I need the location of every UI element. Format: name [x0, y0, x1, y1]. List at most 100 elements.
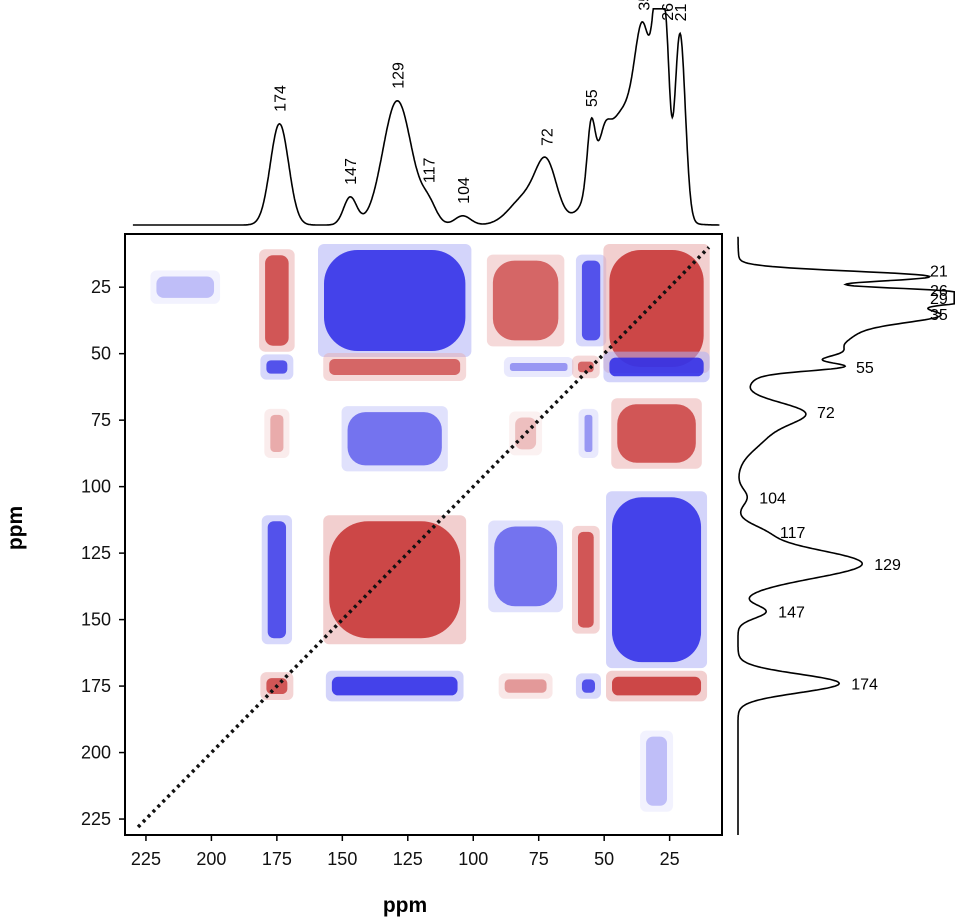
side-peak-label: 117: [780, 525, 806, 542]
side-peak-label: 21: [930, 264, 948, 281]
cross-peak-core: [331, 676, 458, 696]
y-tick-label: 100: [81, 477, 111, 497]
cross-peak: [318, 243, 472, 358]
x-tick-label: 125: [393, 849, 423, 869]
y-tick-label: 200: [81, 743, 111, 763]
cross-peak: [259, 249, 295, 352]
top-projection-peak-labels: 174147129117104725535292621: [273, 0, 691, 204]
y-tick-label: 25: [91, 277, 111, 297]
cross-peak-core: [494, 526, 558, 607]
cross-peak-outer-contour: [640, 730, 674, 812]
cross-peak-outer-contour: [503, 356, 574, 377]
top-peak-label: 21: [673, 3, 690, 21]
cross-peak: [150, 270, 221, 304]
x-axis: 225 200 175 150 125 100 75 50 25: [131, 835, 680, 869]
cross-peak-core: [270, 414, 284, 453]
top-peak-label: 174: [273, 85, 290, 112]
y-tick-label: 50: [91, 344, 111, 364]
cross-peak: [578, 408, 599, 459]
cross-peak: [323, 352, 467, 381]
top-peak-label: 147: [343, 158, 360, 185]
cross-peak-core: [509, 362, 568, 371]
top-peak-label: 117: [422, 157, 439, 183]
top-peak-label: 72: [540, 128, 557, 146]
cross-peak-core: [581, 679, 596, 693]
x-tick-label: 200: [196, 849, 226, 869]
top-peak-label: 104: [456, 177, 473, 204]
cross-peak-core: [646, 736, 668, 806]
y-tick-label: 75: [91, 410, 111, 430]
x-tick-label: 25: [660, 849, 680, 869]
cross-peak: [611, 398, 702, 469]
diagonal-reference-line: [136, 246, 711, 829]
x-tick-label: 150: [327, 849, 357, 869]
cross-peak-core: [329, 521, 461, 639]
side-peak-label: 26: [930, 283, 948, 300]
cross-peak-outer-contour: [509, 411, 543, 456]
y-tick-label: 175: [81, 676, 111, 696]
plot-frame: [124, 233, 723, 836]
cross-peak-core: [612, 497, 702, 663]
side-peak-label: 129: [874, 557, 901, 574]
side-projection-spectrum: [737, 236, 955, 835]
cross-peak: [509, 411, 543, 456]
cross-peak: [606, 491, 708, 669]
top-peak-label: 55: [584, 89, 601, 107]
cross-peak: [260, 354, 294, 380]
y-axis-title: ppm: [4, 506, 27, 550]
cross-peak-core: [609, 357, 704, 377]
x-tick-label: 225: [131, 849, 161, 869]
cross-peak: [575, 254, 607, 347]
x-tick-label: 75: [529, 849, 549, 869]
cross-peak: [603, 243, 710, 373]
side-peak-label: 147: [778, 605, 805, 622]
cross-peak: [571, 355, 600, 379]
x-tick-label: 100: [458, 849, 488, 869]
cross-peak-outer-contour: [264, 408, 290, 459]
cross-peak-core: [347, 412, 442, 466]
cross-peak: [488, 520, 564, 613]
cross-peak: [498, 673, 553, 699]
cross-peak-core: [265, 255, 289, 346]
cross-peak-outer-contour: [498, 673, 553, 699]
cross-peak: [341, 406, 448, 472]
cross-peak-outer-contour: [150, 270, 221, 304]
cross-peak-core: [515, 417, 537, 450]
cross-peak-outer-contour: [578, 408, 599, 459]
top-peak-label: 26: [660, 3, 677, 21]
cross-peak: [571, 525, 600, 634]
cross-peak-core: [324, 249, 466, 352]
side-peak-label: 29: [930, 291, 948, 308]
cross-peak-core: [577, 531, 594, 628]
cross-peak-core: [617, 404, 696, 463]
x-axis-title: ppm: [383, 894, 427, 917]
side-peak-label: 35: [930, 307, 948, 324]
cross-peak-layer: [150, 243, 710, 812]
cross-peak: [261, 515, 293, 645]
cross-peak: [575, 673, 602, 699]
top-peak-label: 35: [636, 0, 653, 11]
cross-peak: [606, 670, 708, 702]
top-peak-label: 129: [390, 62, 407, 89]
cross-peak-core: [581, 260, 601, 341]
cross-peak-core: [609, 249, 704, 367]
cross-peak-core: [504, 679, 547, 693]
cross-peak: [325, 670, 464, 702]
cross-peak-core: [266, 360, 288, 374]
side-peak-label: 174: [851, 676, 878, 693]
cross-peak-core: [156, 276, 215, 298]
cross-peak-core: [577, 361, 594, 373]
cross-peak-core: [492, 260, 559, 341]
cross-peak: [486, 254, 565, 347]
cross-peak: [640, 730, 674, 812]
cross-peak: [503, 356, 574, 377]
y-tick-label: 125: [81, 543, 111, 563]
cross-peak-core: [584, 414, 593, 453]
cross-peak-core: [329, 358, 461, 375]
top-projection-spectrum: [132, 8, 720, 226]
cross-peak: [323, 515, 467, 645]
cross-peak: [264, 408, 290, 459]
x-tick-label: 175: [262, 849, 292, 869]
